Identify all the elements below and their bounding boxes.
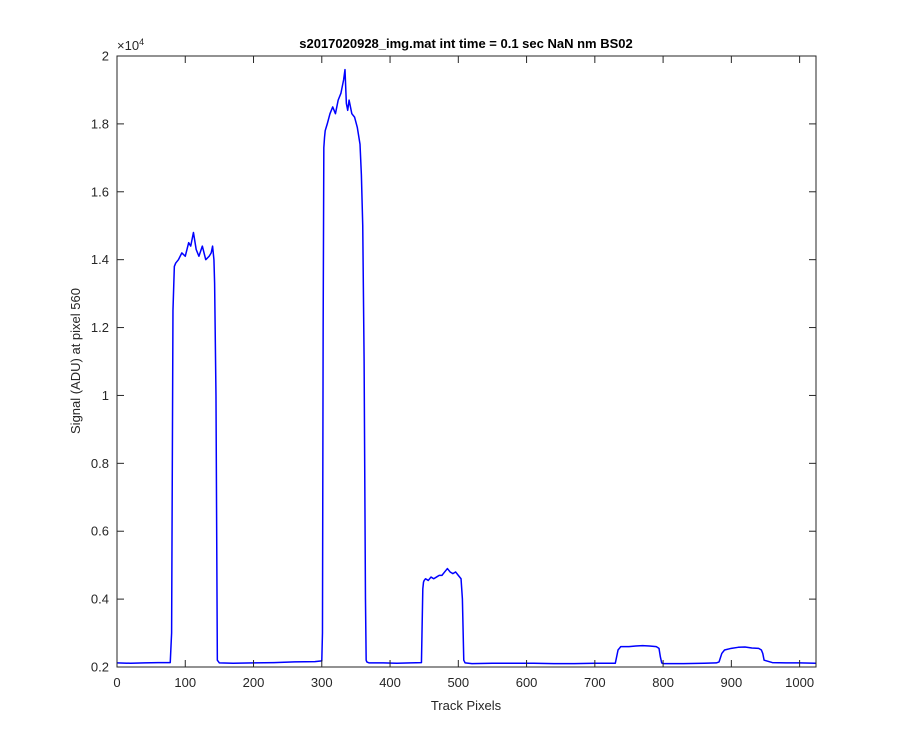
x-tick-label-7: 700: [584, 675, 606, 690]
y-axis-label: Signal (ADU) at pixel 560: [68, 288, 83, 434]
x-tick-label-8: 800: [652, 675, 674, 690]
y-tick-label-9: 2: [102, 49, 109, 64]
x-axis-label: Track Pixels: [431, 698, 502, 713]
y-tick-label-5: 1.2: [91, 320, 109, 335]
y-exponent-power: 4: [139, 37, 144, 47]
x-tick-label-0: 0: [113, 675, 120, 690]
y-tick-label-4: 1: [102, 388, 109, 403]
y-tick-label-1: 0.4: [91, 592, 109, 607]
y-tick-label-7: 1.6: [91, 184, 109, 199]
axes-box: [116, 55, 817, 668]
x-tick-label-6: 600: [516, 675, 538, 690]
x-tick-label-9: 900: [721, 675, 743, 690]
x-tick-label-2: 200: [243, 675, 265, 690]
x-tick-label-10: 1000: [785, 675, 814, 690]
plot-area: [117, 56, 816, 667]
chart-title: s2017020928_img.mat int time = 0.1 sec N…: [299, 36, 633, 51]
y-tick-label-2: 0.6: [91, 524, 109, 539]
x-tick-label-4: 400: [379, 675, 401, 690]
x-tick-label-3: 300: [311, 675, 333, 690]
y-tick-label-0: 0.2: [91, 660, 109, 675]
x-tick-label-5: 500: [447, 675, 469, 690]
y-axis-exponent: ×104: [117, 37, 144, 53]
y-tick-label-3: 0.8: [91, 456, 109, 471]
y-tick-label-8: 1.8: [91, 116, 109, 131]
x-tick-label-1: 100: [174, 675, 196, 690]
ticks-layer: 0 100 200 300 400 500 600 700 800 900 1000 0.2 0.4 0.…: [91, 49, 816, 690]
y-exponent-base: ×10: [117, 38, 139, 53]
y-tick-label-6: 1.4: [91, 252, 109, 267]
